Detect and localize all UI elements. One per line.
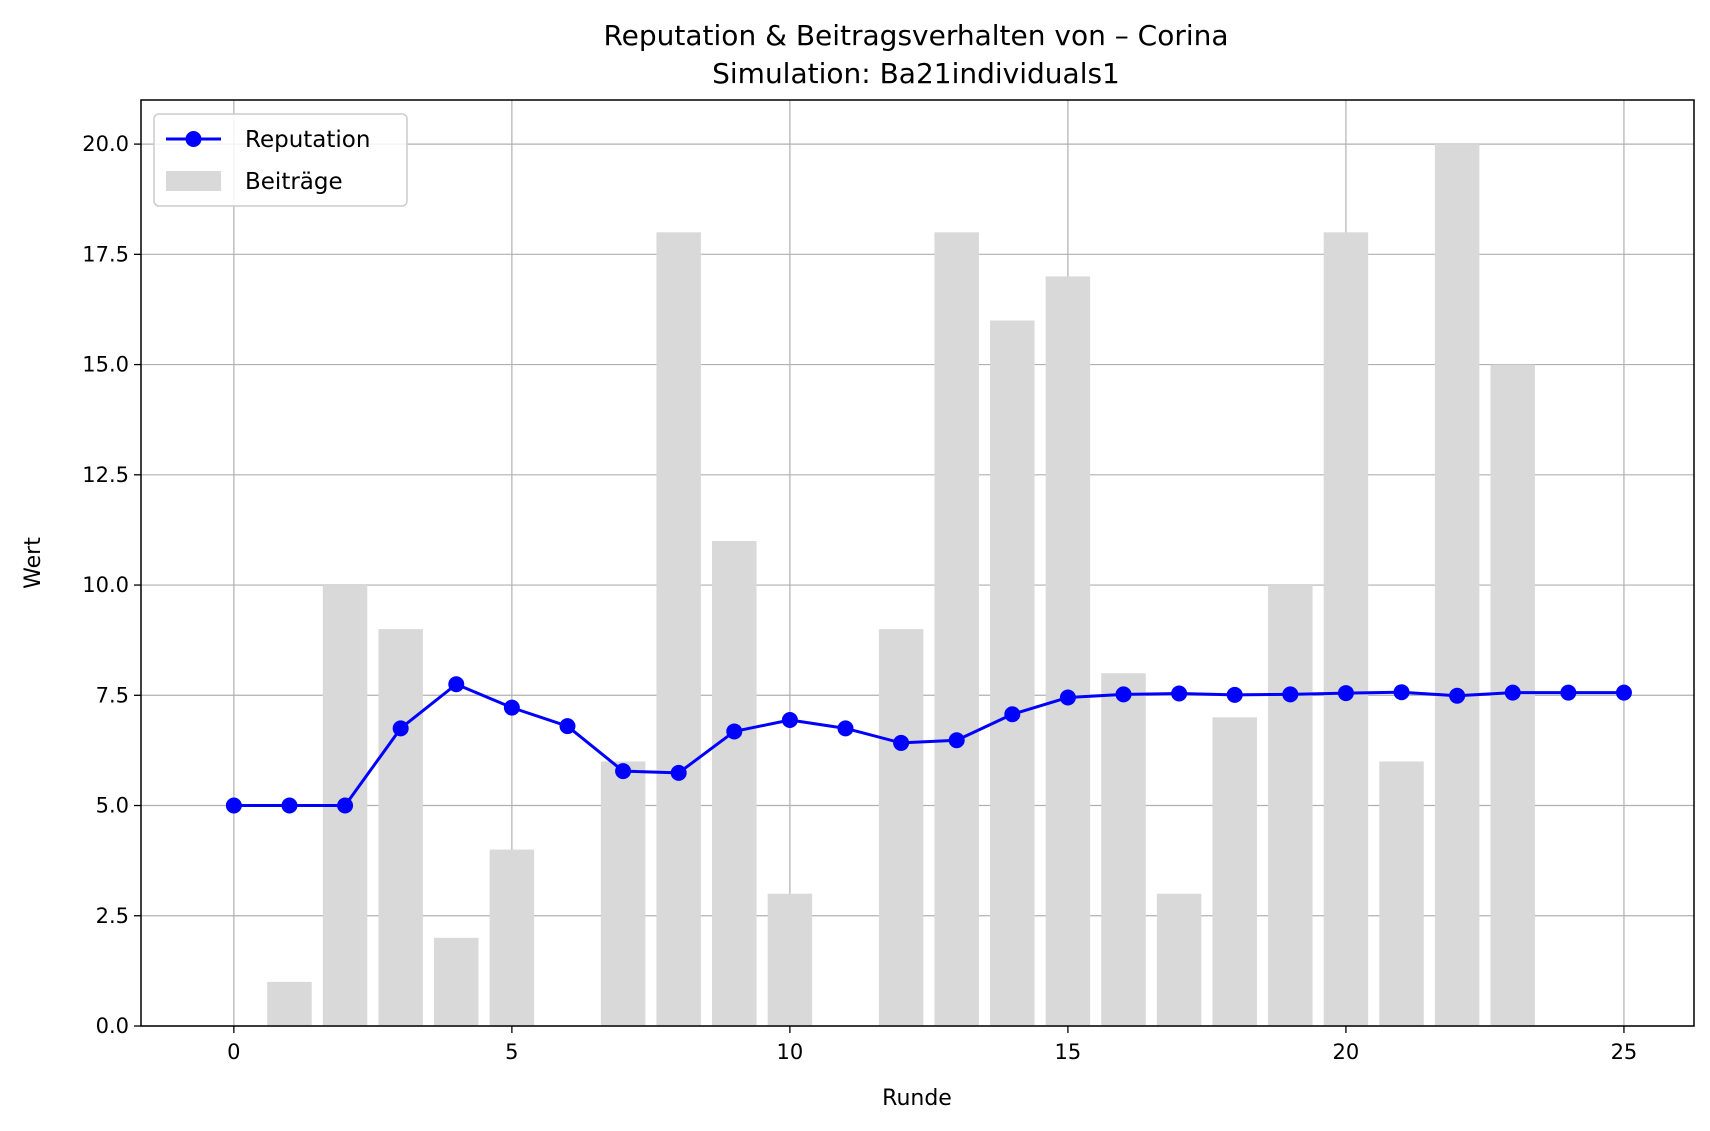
reputation-point (281, 797, 298, 814)
x-tick-label: 0 (227, 1040, 240, 1064)
reputation-point (893, 734, 910, 751)
x-tick-label: 5 (505, 1040, 518, 1064)
x-tick-label: 25 (1611, 1040, 1638, 1064)
reputation-point (1004, 706, 1021, 723)
contribution-bar (267, 981, 312, 1026)
reputation-point (1449, 687, 1466, 704)
x-tick-label: 10 (777, 1040, 804, 1064)
y-tick-label: 12.5 (82, 463, 129, 487)
contribution-bar (1101, 673, 1146, 1026)
reputation-point (948, 732, 965, 749)
contribution-bar (1156, 893, 1202, 1026)
y-tick-label: 2.5 (96, 904, 129, 928)
contribution-bar (767, 893, 813, 1026)
y-tick-label: 5.0 (96, 794, 129, 818)
reputation-point (1337, 685, 1354, 702)
y-tick-label: 7.5 (96, 683, 129, 707)
reputation-line-group (225, 676, 1632, 814)
contribution-bar (878, 629, 924, 1026)
reputation-line (233, 682, 1624, 808)
reputation-point (337, 797, 354, 814)
contribution-bar (1379, 761, 1424, 1026)
contribution-bar (990, 320, 1035, 1026)
legend-reputation-label: Reputation (245, 127, 370, 153)
contribution-bar (1323, 232, 1369, 1027)
x-axis-label: Runde (882, 1086, 952, 1111)
reputation-point (1171, 685, 1188, 702)
y-tick-label: 0.0 (96, 1014, 129, 1038)
reputation-point (392, 720, 409, 737)
reputation-point (1393, 684, 1410, 701)
reputation-point (670, 764, 687, 781)
contribution-bar (1045, 276, 1091, 1026)
reputation-point (1059, 689, 1076, 706)
reputation-point (1504, 684, 1521, 701)
legend-contributions-label: Beiträge (245, 169, 343, 195)
legend-reputation-marker (185, 131, 202, 147)
reputation-point (448, 676, 465, 693)
y-tick-label: 17.5 (82, 242, 129, 266)
y-axis-label: Wert (21, 537, 46, 589)
contribution-bars (267, 144, 1535, 1027)
reputation-point (1615, 684, 1632, 701)
contribution-bar (656, 232, 701, 1027)
reputation-point (225, 797, 242, 814)
reputation-point (1115, 686, 1132, 703)
plot-frame (140, 99, 1695, 1027)
reputation-point (837, 720, 854, 737)
reputation-point (781, 711, 798, 728)
axis-ticks: 0 5 10 15 20 25 0.0 2.5 5.0 7.5 10.0 12.5 15.0 17.5 20… (82, 132, 1637, 1064)
chart-title: Reputation & Beitragsverhalten von – Cor… (603, 19, 1228, 52)
contribution-bar (712, 540, 757, 1026)
x-tick-label: 15 (1055, 1040, 1082, 1064)
chart-subtitle: Simulation: Ba21individuals1 (712, 57, 1120, 90)
y-tick-label: 20.0 (82, 132, 129, 156)
reputation-point (615, 763, 632, 780)
y-tick-label: 10.0 (82, 573, 129, 597)
contribution-bar (489, 849, 535, 1026)
contribution-bar (600, 761, 646, 1026)
contribution-bar (434, 937, 479, 1026)
x-tick-label: 20 (1333, 1040, 1360, 1064)
reputation-point (559, 718, 576, 735)
y-tick-label: 15.0 (82, 353, 129, 377)
contribution-bar (1212, 717, 1257, 1026)
reputation-point (1560, 684, 1577, 701)
legend-contributions-swatch (166, 171, 221, 191)
reputation-point (726, 723, 743, 740)
contribution-bar (1434, 144, 1480, 1027)
reputation-point (1226, 686, 1243, 703)
contribution-bar (1268, 585, 1313, 1026)
reputation-point (1282, 686, 1299, 703)
contribution-bar (378, 629, 423, 1026)
contribution-bar (934, 232, 979, 1027)
reputation-point (503, 699, 520, 716)
legend: Reputation Beiträge (153, 113, 408, 207)
